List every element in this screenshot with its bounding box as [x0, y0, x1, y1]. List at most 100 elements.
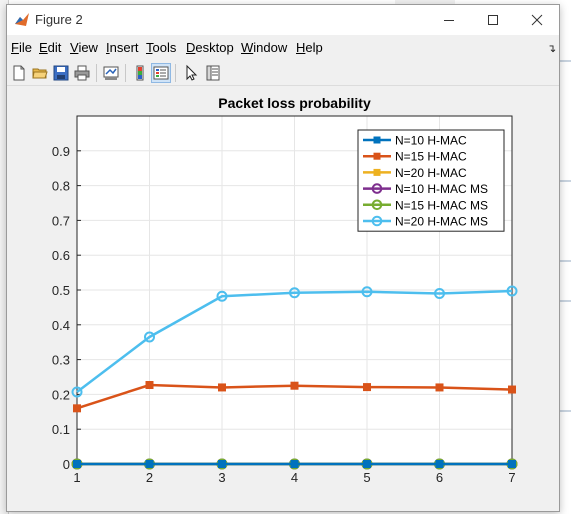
- series-n-10-h-mac: [73, 460, 516, 468]
- figure-canvas[interactable]: 1 2 3 4 5 6 7 0 0.1 0.2 0.3 0.4 0.5 0.6 0.7 0.8 0.9 Pack…: [7, 87, 559, 511]
- figure-window: Figure 2 File Edit View Insert Tools Des…: [6, 4, 560, 512]
- chart-title: Packet loss probability: [218, 95, 371, 111]
- y-tick-label: 0.6: [52, 248, 70, 263]
- series-n-15-h-mac: [73, 381, 516, 413]
- legend-marker: [373, 136, 381, 144]
- menu-bar: File Edit View Insert Tools Desktop Wind…: [7, 37, 559, 59]
- x-tick-label: 7: [508, 470, 515, 485]
- data-point: [290, 460, 299, 468]
- data-point: [218, 383, 226, 392]
- legend-label: N=10 H-MAC: [395, 134, 467, 148]
- legend-label: N=15 H-MAC MS: [395, 198, 488, 212]
- data-point: [435, 383, 444, 392]
- data-point: [361, 286, 373, 298]
- data-point: [144, 331, 155, 343]
- data-point: [289, 287, 300, 299]
- y-tick-label: 0.5: [52, 283, 70, 298]
- data-point: [73, 404, 81, 413]
- save-icon[interactable]: [52, 64, 70, 82]
- series-line: [76, 289, 513, 393]
- data-point: [290, 381, 299, 390]
- y-tick-label: 0: [63, 457, 70, 472]
- legend-label: N=10 H-MAC MS: [395, 182, 488, 196]
- legend-entry: N=10 H-MAC MS: [363, 182, 488, 196]
- data-point: [435, 460, 444, 468]
- property-inspector-icon[interactable]: [204, 64, 222, 82]
- legend-entry: N=15 H-MAC MS: [363, 198, 488, 212]
- x-tick-label: 6: [436, 470, 443, 485]
- series-n-20-h-mac-ms: [71, 285, 518, 398]
- data-point: [73, 460, 81, 468]
- data-point: [216, 290, 228, 302]
- maximize-button[interactable]: [471, 5, 515, 35]
- data-point: [145, 460, 154, 468]
- y-tick-label: 0.2: [52, 387, 70, 402]
- data-point: [506, 285, 518, 297]
- legend-entry: N=15 H-MAC: [363, 150, 467, 164]
- menu-view[interactable]: View: [70, 40, 98, 55]
- data-point: [218, 460, 226, 468]
- menu-insert[interactable]: Insert: [106, 40, 139, 55]
- y-tick-label: 0.1: [52, 422, 70, 437]
- data-point: [434, 287, 445, 299]
- plot-svg: 1 2 3 4 5 6 7 0 0.1 0.2 0.3 0.4 0.5 0.6 0.7 0.8 0.9 Pack…: [52, 95, 518, 485]
- legend-label: N=15 H-MAC: [395, 150, 467, 164]
- legend[interactable]: N=10 H-MAC N=15 H-MAC N=20 H-MAC N=10 H-MAC…: [357, 129, 505, 232]
- legend-entry: N=20 H-MAC: [363, 166, 467, 180]
- legend-box: [357, 129, 505, 232]
- data-point: [363, 460, 371, 468]
- window-title: Figure 2: [35, 12, 83, 27]
- menu-tools[interactable]: Tools: [146, 40, 177, 55]
- x-tick-label: 5: [363, 470, 370, 485]
- y-tick-label: 0.7: [52, 213, 70, 228]
- print-icon[interactable]: [73, 64, 91, 82]
- toolbar-separator: [125, 64, 126, 82]
- close-button[interactable]: [515, 5, 559, 35]
- menu-help[interactable]: Help: [296, 40, 323, 55]
- legend-entry: N=10 H-MAC: [363, 134, 467, 148]
- new-figure-icon[interactable]: [10, 64, 28, 82]
- data-point: [71, 386, 83, 398]
- legend-marker: [371, 215, 383, 227]
- x-tick-label: 3: [218, 470, 225, 485]
- plot-lines: [71, 285, 518, 470]
- legend-marker: [373, 168, 381, 176]
- legend-label: N=20 H-MAC: [395, 166, 467, 180]
- maximize-icon: [488, 15, 498, 25]
- legend-label: N=20 H-MAC MS: [395, 215, 488, 229]
- menu-file[interactable]: File: [11, 40, 32, 55]
- title-bar[interactable]: Figure 2: [7, 5, 559, 35]
- menu-desktop[interactable]: Desktop: [186, 40, 234, 55]
- x-tick-label: 4: [291, 470, 298, 485]
- open-file-icon[interactable]: [31, 64, 49, 82]
- axis-ticks: 1 2 3 4 5 6 7 0 0.1 0.2 0.3 0.4 0.5 0.6 0.7 0.8 0.9: [52, 144, 516, 485]
- link-plot-icon[interactable]: [102, 64, 120, 82]
- y-tick-label: 0.9: [52, 144, 70, 159]
- x-tick-label: 2: [146, 470, 153, 485]
- minimize-icon: [444, 20, 454, 21]
- y-tick-label: 0.8: [52, 179, 70, 194]
- toolbar-separator: [175, 64, 176, 82]
- legend-icon[interactable]: [151, 63, 171, 83]
- pointer-icon[interactable]: [182, 64, 200, 82]
- dock-arrow-icon[interactable]: ↴: [547, 42, 557, 55]
- data-point: [145, 381, 154, 390]
- y-tick-label: 0.3: [52, 353, 70, 368]
- data-point: [508, 460, 516, 468]
- menu-window[interactable]: Window: [241, 40, 288, 55]
- x-tick-label: 1: [73, 470, 80, 485]
- y-tick-label: 0.4: [52, 318, 70, 333]
- toolbar-separator: [96, 64, 97, 82]
- data-point: [363, 383, 371, 392]
- data-point: [508, 385, 516, 394]
- legend-marker: [371, 183, 383, 194]
- minimize-button[interactable]: [427, 5, 471, 35]
- legend-entry: N=20 H-MAC MS: [363, 215, 488, 229]
- legend-marker: [371, 199, 383, 211]
- menu-edit[interactable]: Edit: [39, 40, 62, 55]
- matlab-icon: [15, 13, 29, 26]
- colorbar-icon[interactable]: [131, 64, 149, 82]
- legend-marker: [373, 152, 381, 160]
- close-icon: [531, 14, 543, 26]
- figure-toolbar: [7, 61, 559, 86]
